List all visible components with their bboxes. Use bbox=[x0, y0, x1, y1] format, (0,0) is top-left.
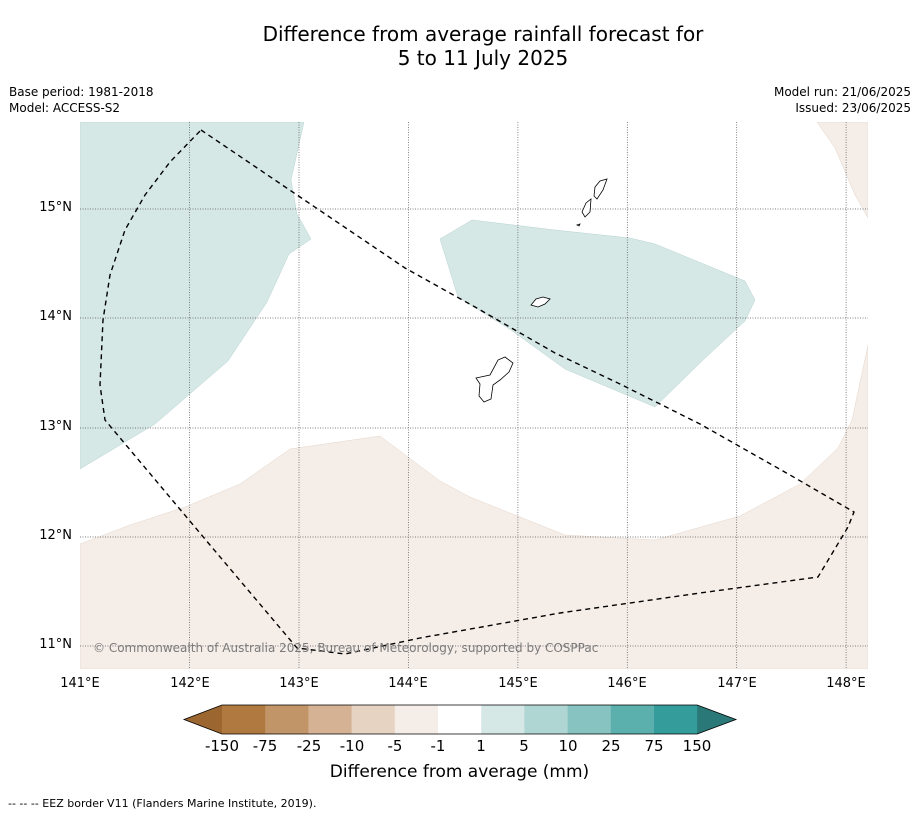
colorbar-segment bbox=[265, 705, 309, 734]
colorbar-tick: -1 bbox=[430, 737, 446, 755]
island-saipan bbox=[593, 178, 608, 200]
lon-label-141e: 141°E bbox=[60, 676, 100, 691]
colorbar-segment bbox=[610, 705, 655, 734]
lat-label-13n: 13°N bbox=[39, 419, 72, 434]
map-area bbox=[80, 122, 868, 669]
dry-anomaly-region-south bbox=[80, 344, 868, 669]
lat-label-12n: 12°N bbox=[39, 528, 72, 543]
title-line-2: 5 to 11 July 2025 bbox=[397, 46, 569, 70]
colorbar-segment bbox=[567, 705, 612, 734]
lat-label-11n: 11°N bbox=[39, 637, 72, 652]
lon-label-147e: 147°E bbox=[717, 676, 757, 691]
meta-left: Base period: 1981-2018 Model: ACCESS-S2 bbox=[9, 84, 154, 116]
island-rota bbox=[530, 296, 551, 308]
lon-label-142e: 142°E bbox=[170, 676, 210, 691]
island-aguijan bbox=[575, 223, 581, 227]
issued-date: Issued: 23/06/2025 bbox=[795, 101, 911, 115]
colorbar-extension-low bbox=[184, 705, 222, 734]
lon-label-148e: 148°E bbox=[826, 676, 866, 691]
lon-label-145e: 145°E bbox=[498, 676, 538, 691]
meta-right: Model run: 21/06/2025 Issued: 23/06/2025 bbox=[774, 84, 911, 116]
gridlines bbox=[80, 122, 868, 669]
colorbar-tick: -10 bbox=[339, 737, 365, 755]
eez-border bbox=[99, 129, 855, 655]
model-name: Model: ACCESS-S2 bbox=[9, 101, 121, 115]
lat-label-14n: 14°N bbox=[39, 309, 72, 324]
lon-label-144e: 144°E bbox=[388, 676, 428, 691]
colorbar-tick: 25 bbox=[601, 737, 621, 755]
colorbar bbox=[182, 704, 738, 735]
eez-footnote: -- -- -- EEZ border V11 (Flanders Marine… bbox=[8, 797, 317, 810]
colorbar-tick: 75 bbox=[644, 737, 664, 755]
island-tinian bbox=[581, 198, 592, 218]
colorbar-tick: -25 bbox=[296, 737, 322, 755]
colorbar-tick: 1 bbox=[476, 737, 486, 755]
copyright-notice: © Commonwealth of Australia 2025, Bureau… bbox=[93, 641, 599, 655]
colorbar-outline bbox=[182, 704, 738, 735]
base-period: Base period: 1981-2018 bbox=[9, 85, 154, 99]
lat-label-15n: 15°N bbox=[39, 200, 72, 215]
chart-title: Difference from average rainfall forecas… bbox=[0, 22, 919, 70]
title-line-1: Difference from average rainfall forecas… bbox=[262, 22, 704, 46]
island-guam bbox=[475, 356, 514, 403]
colorbar-label: Difference from average (mm) bbox=[329, 762, 590, 782]
colorbar-tick: -75 bbox=[252, 737, 278, 755]
colorbar-tick: 10 bbox=[558, 737, 578, 755]
lon-label-143e: 143°E bbox=[279, 676, 319, 691]
colorbar-segment bbox=[481, 705, 525, 734]
colorbar-tick: 5 bbox=[519, 737, 529, 755]
lon-label-146e: 146°E bbox=[607, 676, 647, 691]
colorbar-tick: -5 bbox=[387, 737, 403, 755]
islands bbox=[475, 178, 608, 403]
colorbar-tick: 150 bbox=[682, 737, 712, 755]
colorbar-segment bbox=[222, 705, 266, 734]
colorbar-segment bbox=[438, 705, 482, 734]
model-run: Model run: 21/06/2025 bbox=[773, 85, 911, 99]
colorbar-segment bbox=[394, 705, 439, 734]
colorbar-tick: -150 bbox=[204, 737, 240, 755]
colorbar-segment bbox=[654, 705, 698, 734]
colorbar-segment bbox=[351, 705, 396, 734]
colorbar-segment bbox=[308, 705, 353, 734]
dry-anomaly-region-northeast bbox=[816, 122, 868, 219]
wet-anomaly-region-central bbox=[439, 219, 756, 408]
colorbar-extension-high bbox=[697, 705, 736, 734]
colorbar-segment bbox=[524, 705, 569, 734]
